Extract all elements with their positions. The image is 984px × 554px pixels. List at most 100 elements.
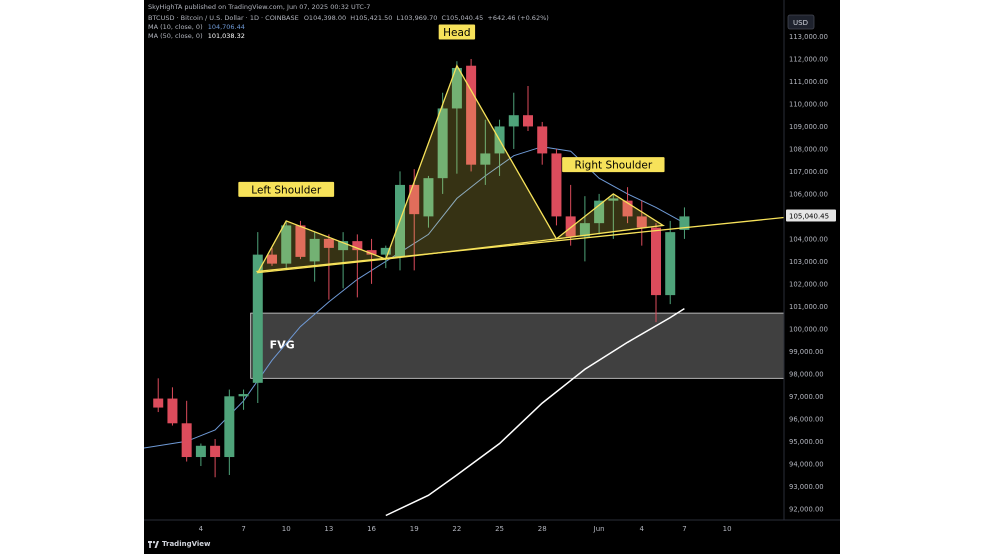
right-shoulder-pattern[interactable] [554,193,665,240]
candle-body[interactable] [565,216,576,237]
time-tick-label: 10 [723,525,732,533]
candle-body[interactable] [195,445,206,458]
candle-body[interactable] [252,254,263,383]
ma10-legend[interactable]: MA (10, close, 0) 104,706.44 [148,23,245,31]
candle-body[interactable] [366,250,377,255]
annotation-text: Left Shoulder [251,184,322,196]
price-tick-label: 109,000.00 [789,123,828,131]
time-tick-label: 28 [538,525,547,533]
candle-body[interactable] [409,184,420,215]
symbol-line: BTCUSD · Bitcoin / U.S. Dollar · 1D · CO… [148,14,549,22]
candle-body[interactable] [181,423,192,458]
chart-background [144,0,840,554]
price-tick-label: 111,000.00 [789,78,828,86]
price-tick-label: 104,000.00 [789,235,828,243]
annotation-box [238,181,335,197]
ma50-legend[interactable]: MA (50, close, 0) 101,038.32 [148,32,245,40]
price-tick-label: 100,000.00 [789,325,828,333]
candle-body[interactable] [295,225,306,257]
price-tick-label: 96,000.00 [789,415,824,423]
candle-body[interactable] [665,232,676,296]
ohlc-values: O104,398.00 H105,421.50 L103,969.70 C105… [303,14,549,22]
candle-body[interactable] [323,238,334,248]
time-tick-label: 7 [241,525,245,533]
candle-body[interactable] [594,200,605,224]
candle-body[interactable] [167,398,178,424]
candle-body[interactable] [679,216,690,230]
time-tick-label: 25 [495,525,504,533]
price-tick-label: 101,000.00 [789,303,828,311]
candle-body[interactable] [622,200,633,217]
time-tick-label: 7 [682,525,686,533]
candle-body[interactable] [579,223,590,237]
price-tick-label: 112,000.00 [789,55,828,63]
price-axis[interactable] [784,0,840,554]
price-tick-label: 98,000.00 [789,370,824,378]
annotation-head[interactable]: Head [438,24,476,40]
ma10-value: 104,706.44 [207,23,245,31]
time-tick-label: 4 [199,525,204,533]
chart-frame: FVG 92,000.00 93,000.00 94,000.00 95,000.00… [144,0,840,554]
ma10-label: MA (10, close, 0) [148,23,203,31]
candle-body[interactable] [224,396,235,458]
candle-body[interactable] [651,227,661,296]
ma50-label: MA (50, close, 0) [148,32,203,40]
candle-body[interactable] [380,247,391,255]
annotation-left-shoulder[interactable]: Left Shoulder [238,181,335,197]
candle-body[interactable] [309,238,320,262]
annotation-text: Head [443,27,470,39]
time-tick-label: 16 [367,525,376,533]
price-tick-label: 108,000.00 [789,145,828,153]
candle-body[interactable] [423,178,434,217]
price-tick-label: 106,000.00 [789,190,828,198]
candle-body[interactable] [636,216,647,228]
candle-body[interactable] [153,398,164,408]
candle-body[interactable] [281,225,292,264]
currency-label: USD [793,19,808,27]
candle-body[interactable] [537,126,548,154]
candle-body[interactable] [508,115,519,127]
tradingview-icon [148,540,159,548]
candle-body[interactable] [480,153,491,165]
candle-body[interactable] [608,198,619,201]
left-shoulder-pattern[interactable] [256,220,387,274]
candle-body[interactable] [210,445,221,458]
publisher-line: SkyHighTA published on TradingView.com, … [148,3,371,11]
last-price-value: 105,040.45 [789,212,829,220]
candle-body[interactable] [352,241,363,251]
time-tick-label: 19 [410,525,419,533]
price-tick-label: 102,000.00 [789,280,828,288]
annotation-box [562,157,665,173]
time-tick-label: Jun [593,525,605,533]
price-chart[interactable]: FVG 92,000.00 93,000.00 94,000.00 95,000.00… [144,0,840,554]
tradingview-logo[interactable]: TradingView [148,540,211,548]
fvg-zone[interactable] [250,312,785,379]
candle-body[interactable] [551,153,562,217]
annotation-right-shoulder[interactable]: Right Shoulder [562,157,665,173]
time-tick-label: 10 [282,525,291,533]
annotation-text: Right Shoulder [574,160,652,172]
last-price-tag[interactable] [786,209,836,222]
candle-body[interactable] [466,65,477,165]
candle-body[interactable] [338,241,349,251]
price-tick-label: 94,000.00 [789,460,824,468]
symbol-name: BTCUSD · Bitcoin / U.S. Dollar · 1D · CO… [148,14,299,22]
annotation-box [438,24,476,40]
candle-body[interactable] [451,67,462,109]
price-tick-label: 97,000.00 [789,393,824,401]
candle-body[interactable] [523,115,533,127]
ma50-line[interactable] [385,307,685,517]
price-tick-label: 92,000.00 [789,505,824,513]
fvg-label: FVG [270,339,295,352]
price-tick-label: 113,000.00 [789,33,828,41]
price-tick-label: 103,000.00 [789,258,828,266]
price-tick-label: 107,000.00 [789,168,828,176]
candle-body[interactable] [238,394,249,397]
candle-body[interactable] [267,254,277,264]
currency-button[interactable] [787,14,815,30]
candle-body[interactable] [437,108,448,179]
price-tick-label: 93,000.00 [789,483,824,491]
neckline[interactable] [256,216,785,273]
time-tick-label: 4 [640,525,645,533]
time-tick-label: 22 [452,525,461,533]
